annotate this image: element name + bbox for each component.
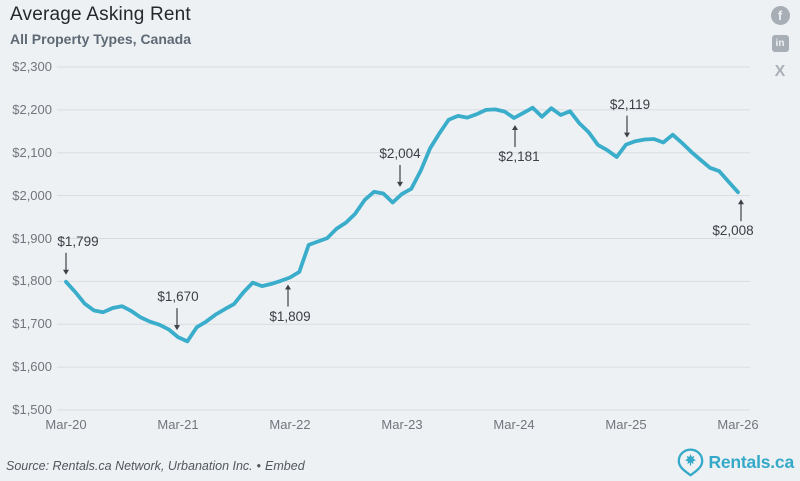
source-text: Source: Rentals.ca Network, Urbanation I…: [6, 459, 253, 473]
x-tick-label: Mar-20: [45, 417, 87, 432]
maple-leaf-pin-icon: [678, 448, 704, 477]
annotation-label: $1,799: [57, 233, 99, 249]
linkedin-share-icon[interactable]: in: [771, 35, 789, 52]
annotation-arrowhead: [63, 269, 69, 275]
separator-bullet: •: [256, 459, 262, 473]
y-tick-label: $2,300: [12, 59, 52, 74]
x-tick-label: Mar-25: [605, 417, 647, 432]
annotation-arrowhead: [174, 325, 180, 331]
x-tick-label: Mar-21: [157, 417, 199, 432]
annotation-arrowhead: [624, 132, 630, 138]
rentals-ca-logo[interactable]: Rentals.ca: [677, 448, 794, 477]
trend-line: [64, 105, 740, 344]
y-tick-label: $1,700: [12, 316, 52, 332]
x-tick-label: Mar-24: [493, 417, 535, 432]
y-tick-label: $1,600: [12, 359, 52, 375]
social-share-bar: f in X: [770, 6, 790, 81]
annotation-label: $2,008: [712, 223, 754, 239]
x-tick-label: Mar-26: [717, 417, 759, 432]
source-attribution: Source: Rentals.ca Network, Urbanation I…: [6, 459, 305, 473]
page-title: Average Asking Rent: [10, 4, 191, 25]
annotation-label: $2,181: [498, 149, 540, 165]
y-tick-label: $1,900: [12, 230, 52, 246]
annotation-label: $1,809: [269, 308, 311, 324]
y-tick-label: $2,100: [12, 144, 52, 160]
y-tick-label: $2,000: [12, 187, 52, 203]
embed-link[interactable]: Embed: [265, 459, 305, 473]
annotation-arrowhead: [738, 199, 744, 205]
x-tick-label: Mar-23: [381, 417, 423, 432]
logo-text: Rentals.ca: [708, 452, 794, 472]
facebook-share-icon[interactable]: f: [770, 6, 790, 25]
x-tick-label: Mar-22: [269, 417, 311, 432]
y-tick-label: $2,200: [12, 101, 52, 117]
x-twitter-share-icon[interactable]: X: [774, 62, 786, 80]
y-tick-label: $1,800: [12, 273, 52, 289]
chart-subtitle: All Property Types, Canada: [10, 31, 192, 47]
y-tick-label: $1,500: [12, 402, 52, 417]
annotation-arrowhead: [397, 181, 403, 187]
annotation-arrowhead: [512, 125, 518, 131]
annotation-label: $2,004: [379, 145, 421, 161]
annotation-label: $1,670: [157, 289, 199, 305]
annotation-arrowhead: [285, 284, 291, 290]
annotation-label: $2,119: [609, 96, 651, 112]
